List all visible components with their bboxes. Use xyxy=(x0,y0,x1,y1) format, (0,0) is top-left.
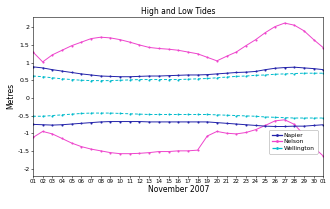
X-axis label: November 2007: November 2007 xyxy=(148,185,209,194)
Title: High and Low Tides: High and Low Tides xyxy=(141,7,215,16)
Y-axis label: Metres: Metres xyxy=(6,83,15,109)
Legend: Napier, Nelson, Wellington: Napier, Nelson, Wellington xyxy=(269,130,317,154)
